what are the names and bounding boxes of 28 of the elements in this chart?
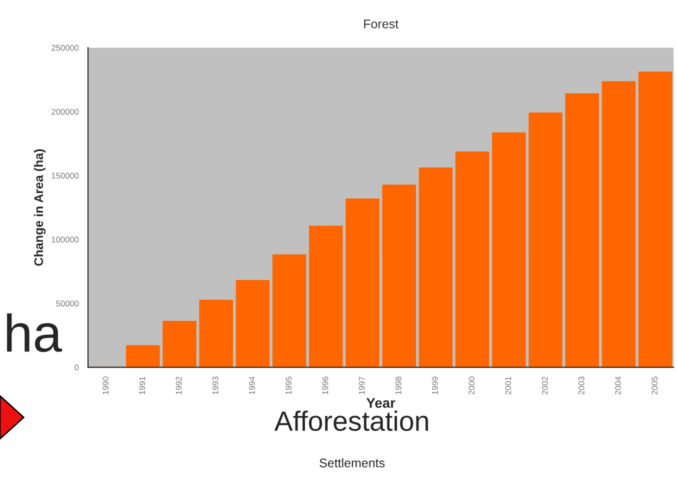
- y-tick-label: 0: [74, 364, 79, 370]
- x-axis-title: Year: [366, 398, 396, 408]
- y-tick-label: 250000: [52, 44, 79, 51]
- x-tick-label: 2000: [468, 376, 475, 394]
- x-tick-label: 1996: [322, 376, 328, 394]
- x-tick-label: 2005: [652, 376, 658, 394]
- x-tick-label: 1991: [139, 376, 146, 394]
- x-tick-label: 1998: [395, 376, 402, 394]
- x-tick-label: 1990: [102, 376, 109, 394]
- chart-title: Forest: [364, 20, 398, 28]
- x-tick-label: 1999: [432, 376, 438, 394]
- x-tick-label: 1997: [358, 376, 365, 394]
- y-tick-label: 150000: [52, 172, 79, 179]
- text: Settlements: [320, 458, 385, 468]
- x-tick-label: 2003: [578, 376, 584, 394]
- x-tick-label: 2002: [542, 376, 548, 394]
- x-tick-label: 2001: [505, 376, 512, 394]
- y-axis-title: Change in Area (ha): [34, 149, 46, 266]
- y-tick-label: 50000: [56, 300, 79, 306]
- x-tick-label: 2004: [615, 376, 621, 394]
- y-tick-label: 100000: [52, 236, 79, 243]
- x-tick-label: 1993: [212, 376, 218, 394]
- y-tick-label: 200000: [52, 108, 79, 115]
- x-tick-label: 1994: [249, 376, 255, 394]
- x-tick-label: 1992: [176, 376, 182, 394]
- text: ha: [7, 313, 62, 352]
- x-tick-label: 1995: [286, 376, 292, 394]
- text: Afforestation: [274, 410, 428, 431]
